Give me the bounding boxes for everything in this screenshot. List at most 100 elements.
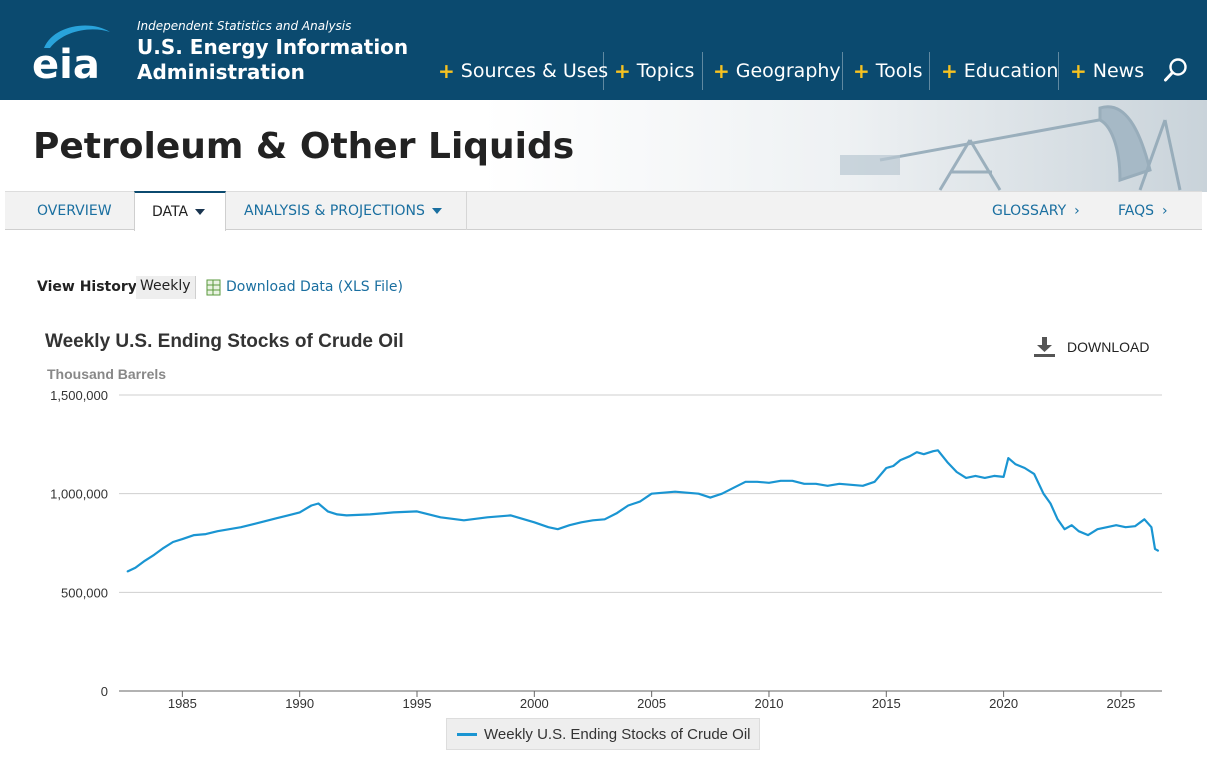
download-icon — [1034, 337, 1055, 357]
data-point — [547, 526, 550, 528]
nav-label: Tools — [875, 60, 923, 82]
x-tick-label: 2010 — [755, 696, 784, 711]
link-label: FAQS — [1118, 202, 1155, 219]
data-point — [1154, 548, 1156, 550]
data-point — [827, 485, 829, 487]
eia-logo[interactable]: eia — [30, 18, 116, 82]
section-banner — [0, 100, 1207, 192]
data-point — [299, 511, 301, 514]
data-point — [721, 493, 723, 495]
nav-tools[interactable]: + Tools — [853, 52, 923, 90]
data-point — [216, 530, 219, 532]
data-point — [1064, 528, 1066, 530]
data-point — [756, 481, 758, 483]
tab-label: OVERVIEW — [37, 202, 112, 219]
search-icon[interactable] — [1163, 57, 1189, 83]
data-point — [892, 465, 894, 467]
nav-sources-uses[interactable]: + Sources & Uses — [438, 52, 608, 90]
brand-name[interactable]: U.S. Energy Information Administration — [137, 35, 408, 85]
plus-icon: + — [941, 59, 958, 83]
chart-legend[interactable]: Weekly U.S. Ending Stocks of Crude Oil — [446, 718, 760, 750]
x-tick-label: 1990 — [285, 696, 314, 711]
data-point — [205, 533, 207, 535]
data-point — [1042, 493, 1045, 495]
tab-analysis-projections[interactable]: ANALYSIS & PROJECTIONS — [226, 191, 467, 230]
plus-icon: + — [853, 59, 870, 83]
nav-geography[interactable]: + Geography — [713, 52, 841, 90]
nav-label: News — [1092, 60, 1145, 82]
data-point — [662, 492, 664, 494]
plus-icon: + — [1070, 59, 1087, 83]
download-xls-link[interactable]: Download Data (XLS File) — [226, 279, 403, 295]
data-point — [873, 481, 876, 483]
data-point — [838, 483, 840, 485]
chart-title: Weekly U.S. Ending Stocks of Crude Oil — [45, 331, 404, 352]
legend-label: Weekly U.S. Ending Stocks of Crude Oil — [484, 725, 751, 743]
data-point — [568, 524, 571, 526]
x-tick-label: 2015 — [872, 696, 901, 711]
tab-data[interactable]: DATA — [134, 191, 226, 231]
page-title: Petroleum & Other Liquids — [33, 126, 575, 167]
nav-label: Topics — [636, 60, 695, 82]
nav-divider — [929, 52, 930, 90]
data-point — [1115, 524, 1117, 526]
view-history-label: View History: — [37, 279, 143, 295]
tagline: Independent Statistics and Analysis — [137, 19, 352, 33]
x-tick-label: 1985 — [168, 696, 197, 711]
data-point — [240, 526, 242, 528]
data-point — [252, 523, 254, 525]
data-point — [162, 547, 165, 549]
tab-overview[interactable]: OVERVIEW — [37, 191, 112, 230]
y-tick-label: 1,000,000 — [50, 487, 108, 502]
tab-label: DATA — [152, 204, 189, 220]
data-point — [815, 483, 817, 485]
caret-down-icon — [431, 207, 442, 214]
plus-icon: + — [614, 59, 631, 83]
series-line — [126, 449, 1160, 573]
data-point — [791, 480, 794, 482]
data-point — [1096, 528, 1099, 530]
data-point — [993, 475, 995, 477]
data-point — [899, 459, 901, 461]
data-point — [615, 512, 618, 515]
chevron-right-icon: › — [1162, 202, 1168, 219]
data-point — [1033, 473, 1035, 475]
chevron-right-icon: › — [1074, 202, 1080, 219]
data-point — [416, 510, 418, 513]
data-point — [1134, 525, 1136, 527]
data-point — [287, 514, 289, 516]
data-point — [768, 482, 770, 484]
x-tick-label: 2005 — [637, 696, 666, 711]
data-point — [346, 514, 348, 516]
x-tick-label: 2020 — [989, 696, 1018, 711]
nav-news[interactable]: + News — [1070, 52, 1144, 90]
data-point — [533, 521, 535, 523]
logo-text: eia — [32, 42, 100, 82]
plus-icon: + — [438, 59, 455, 83]
chart-download-button[interactable]: DOWNLOAD — [1033, 335, 1149, 359]
data-point — [1003, 476, 1005, 478]
brand-line-2: Administration — [137, 60, 305, 84]
data-point — [709, 497, 711, 499]
frequency-select[interactable]: Weekly — [136, 276, 196, 299]
data-point — [228, 528, 230, 530]
data-point — [1143, 518, 1146, 520]
link-glossary[interactable]: GLOSSARY › — [992, 191, 1080, 230]
nav-education[interactable]: + Education — [941, 52, 1058, 90]
data-point — [697, 493, 700, 495]
data-point — [984, 477, 986, 479]
x-tick-label: 1995 — [403, 696, 432, 711]
data-point — [733, 487, 735, 489]
nav-topics[interactable]: + Topics — [614, 52, 694, 90]
nav-divider — [702, 52, 703, 90]
data-point — [1106, 526, 1108, 528]
link-faqs[interactable]: FAQS › — [1118, 191, 1168, 230]
data-point — [651, 493, 653, 495]
data-point — [627, 504, 629, 507]
data-point — [1049, 502, 1052, 505]
y-tick-label: 1,500,000 — [50, 388, 108, 403]
data-point — [463, 519, 465, 521]
data-point — [1087, 534, 1089, 536]
y-tick-label: 0 — [101, 684, 108, 699]
data-point — [916, 451, 918, 453]
